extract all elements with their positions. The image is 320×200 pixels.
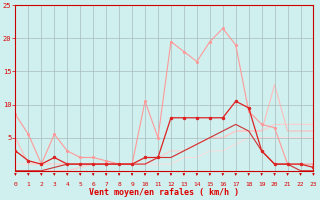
- X-axis label: Vent moyen/en rafales ( km/h ): Vent moyen/en rafales ( km/h ): [90, 188, 239, 197]
